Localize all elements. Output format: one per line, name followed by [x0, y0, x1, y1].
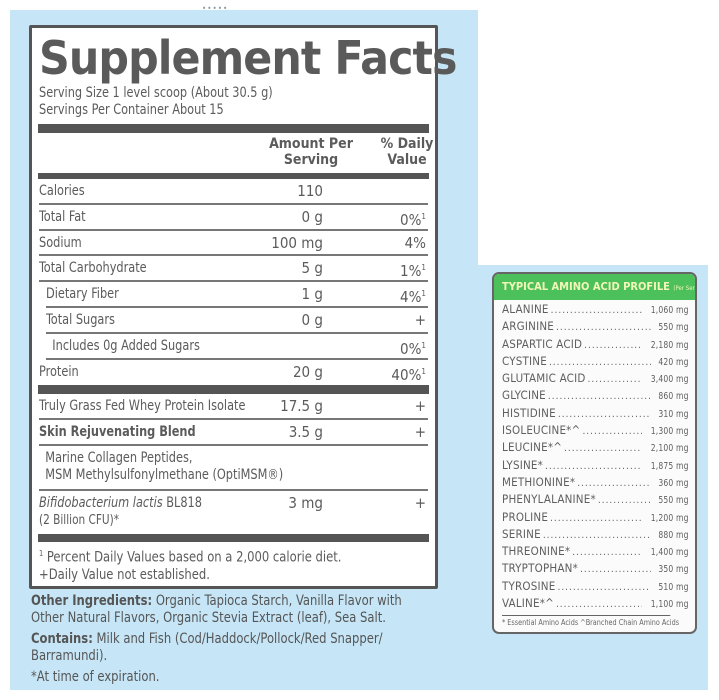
ingredient-row-probiotic: Bifidobacterium lactis BL818 (2 Billion …: [39, 493, 426, 528]
nutrient-row-total-fat: Total Fat 0 g 0%1: [39, 205, 428, 231]
nutrient-row-calories: Calories 110: [39, 179, 428, 205]
amino-acid-item: VALINE*^1,100 mg: [502, 596, 689, 613]
amino-acid-item: ASPARTIC ACID2,180 mg: [502, 337, 689, 354]
amino-acid-item: PROLINE1,200 mg: [502, 510, 689, 527]
amino-acid-item: CYSTINE420 mg: [502, 354, 689, 371]
ingredient-row-blend-components: Marine Collagen Peptides, MSM Methylsulf…: [39, 446, 428, 491]
amino-profile-footnote: * Essential Amino Acids ^Branched Chain …: [502, 615, 679, 627]
amino-acid-item: LEUCINE*^2,100 mg: [502, 440, 689, 457]
nutrient-row-dietary-fiber: Dietary Fiber 1 g 4%1: [46, 282, 428, 308]
amino-acid-item: TRYPTOPHAN*350 mg: [502, 561, 689, 578]
amino-acid-item: ISOLEUCINE*^1,300 mg: [502, 423, 689, 440]
serving-size: Serving Size 1 level scoop (About 30.5 g…: [39, 85, 273, 101]
amino-acid-list: ALANINE1,060 mg ARGININE550 mg ASPARTIC …: [494, 300, 695, 613]
amino-acid-item: TYROSINE510 mg: [502, 579, 689, 596]
ingredient-row-skin-blend: Skin Rejuvenating Blend 3.5 g +: [39, 420, 428, 446]
amino-acid-item: GLUTAMIC ACID3,400 mg: [502, 371, 689, 388]
allergen-contains: Contains: Milk and Fish (Cod/Haddock/Pol…: [31, 631, 383, 664]
nutrient-row-total-sugars: Total Sugars 0 g +: [46, 308, 428, 334]
footnote-daily-values: 1 Percent Daily Values based on a 2,000 …: [39, 548, 342, 566]
amino-profile-header: TYPICAL AMINO ACID PROFILE (Per Serving): [494, 274, 695, 300]
divider-thick: [38, 385, 429, 395]
facts-title: Supplement Facts: [39, 31, 458, 85]
amino-acid-item: ALANINE1,060 mg: [502, 302, 689, 319]
nutrient-row-protein: Protein 20 g 40%1: [39, 362, 426, 384]
footnotes: 1 Percent Daily Values based on a 2,000 …: [39, 542, 397, 584]
other-ingredients: Other Ingredients: Organic Tapioca Starc…: [31, 593, 402, 626]
amino-acid-item: LYSINE*1,875 mg: [502, 458, 689, 475]
other-ingredients-section: Other Ingredients: Organic Tapioca Starc…: [31, 593, 451, 690]
nutrient-row-sodium: Sodium 100 mg 4%: [39, 231, 428, 257]
amino-acid-item: ARGININE550 mg: [502, 319, 689, 336]
header-daily-value: % Daily Value: [380, 136, 434, 168]
header-amount-per-serving: Amount Per Serving: [269, 136, 353, 168]
amino-acid-item: THREONINE*1,400 mg: [502, 544, 689, 561]
amino-acid-item: HISTIDINE310 mg: [502, 406, 689, 423]
column-headers: Amount Per Serving % Daily Value: [39, 133, 433, 173]
amino-acid-item: METHIONINE*360 mg: [502, 475, 689, 492]
expiration-note: *At time of expiration.: [31, 669, 160, 685]
amino-acid-item: GLYCINE860 mg: [502, 388, 689, 405]
nutrient-row-total-carbohydrate: Total Carbohydrate 5 g 1%1: [39, 256, 428, 283]
ingredient-row-whey-isolate: Truly Grass Fed Whey Protein Isolate 17.…: [39, 394, 428, 421]
servings-per-container: Servings Per Container About 15: [39, 102, 224, 118]
amino-acid-item: PHENYLALANINE*550 mg: [502, 492, 689, 509]
supplement-facts-panel: Supplement Facts Serving Size 1 level sc…: [29, 25, 458, 589]
amino-acid-profile-panel: TYPICAL AMINO ACID PROFILE (Per Serving)…: [492, 272, 697, 634]
footnote-dv-not-established: +Daily Value not established.: [39, 566, 210, 583]
amino-acid-item: SERINE880 mg: [502, 527, 689, 544]
decorative-dots: •••••: [202, 4, 229, 13]
divider-thick: [38, 124, 429, 133]
nutrient-row-added-sugars: Includes 0g Added Sugars 0%1: [46, 334, 428, 360]
divider-thick: [38, 533, 429, 542]
divider-thick: [38, 173, 429, 179]
